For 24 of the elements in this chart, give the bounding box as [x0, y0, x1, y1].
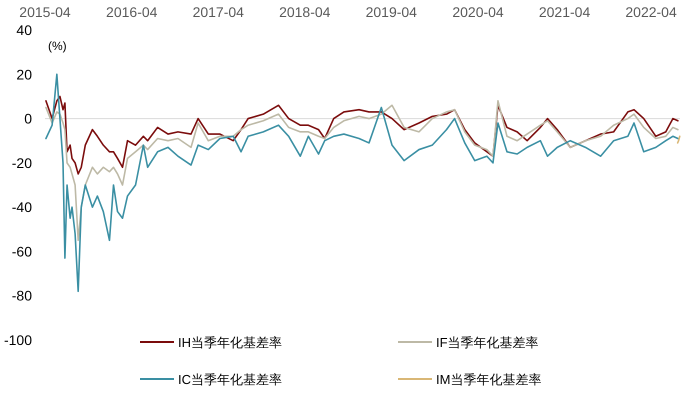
y-tick-label: -20: [12, 154, 32, 171]
y-tick-label: -60: [12, 243, 32, 260]
line-series: [45, 96, 679, 175]
x-tick-label: 2020-04: [452, 4, 504, 20]
legend-label: IC当季年化基差率: [178, 372, 282, 387]
x-tick-label: 2015-04: [19, 4, 71, 20]
y-tick-label: -80: [12, 288, 32, 304]
x-tick-label: 2017-04: [192, 4, 244, 20]
y-tick-label: 0: [24, 110, 32, 127]
y-tick-label: 40: [16, 22, 32, 38]
x-tick-label: 2022-04: [625, 4, 677, 20]
line-series: [45, 100, 679, 242]
y-tick-label: -40: [12, 199, 32, 216]
y-tick-label: -100: [4, 332, 32, 348]
legend-label: IF当季年化基差率: [436, 335, 539, 350]
legend-label: IM当季年化基差率: [436, 372, 542, 387]
x-tick-label: 2019-04: [366, 4, 418, 20]
x-tick-label: 2021-04: [538, 4, 590, 20]
legend-label: IH当季年化基差率: [178, 335, 282, 350]
x-tick-label: 2018-04: [279, 4, 331, 20]
x-tick-label: 2016-04: [106, 4, 158, 20]
y-tick-label: 20: [16, 66, 32, 82]
line-series: [45, 73, 679, 292]
y-axis-title: (%): [48, 39, 67, 53]
